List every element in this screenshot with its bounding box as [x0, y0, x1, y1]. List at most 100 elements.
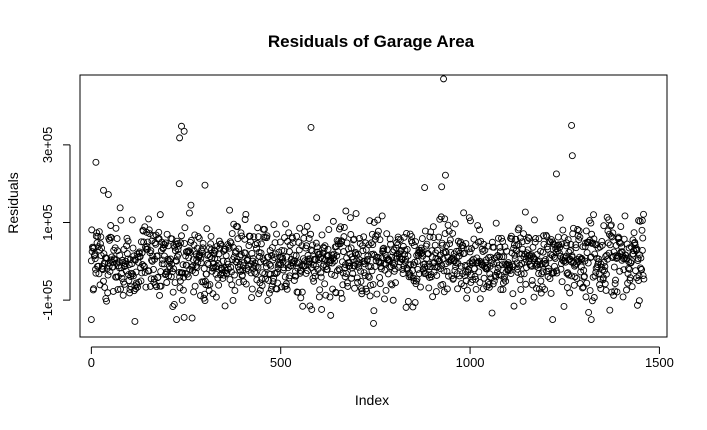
data-point [257, 240, 265, 248]
data-point [483, 283, 491, 290]
data-point [466, 259, 474, 267]
data-point [231, 287, 239, 294]
data-point [378, 212, 386, 220]
data-point [356, 256, 364, 264]
data-point [145, 215, 153, 223]
data-point [117, 216, 125, 224]
data-point [148, 257, 156, 265]
data-point [541, 256, 549, 264]
data-point [305, 235, 313, 242]
data-point [610, 263, 618, 271]
data-point [248, 250, 256, 257]
data-point [583, 279, 591, 287]
data-point [285, 229, 293, 237]
data-point [621, 212, 629, 220]
data-point [109, 287, 117, 295]
data-point [607, 221, 615, 229]
data-point [178, 232, 185, 240]
data-point [563, 239, 571, 247]
data-point [307, 246, 315, 254]
data-point [126, 256, 134, 264]
data-point [465, 214, 473, 222]
data-point [634, 255, 642, 263]
data-point [624, 264, 632, 272]
data-point [255, 290, 263, 298]
data-point [526, 254, 534, 262]
data-point [498, 261, 506, 269]
data-point [446, 236, 454, 244]
data-point [299, 302, 307, 310]
data-point [534, 260, 541, 268]
data-point [221, 302, 229, 310]
data-point [248, 285, 256, 293]
data-point [185, 247, 193, 255]
data-point [185, 209, 193, 217]
data-point [143, 243, 151, 251]
data-point [363, 287, 371, 295]
data-point [498, 234, 505, 242]
data-point [488, 238, 496, 246]
data-point [476, 226, 483, 234]
data-point [97, 233, 105, 241]
data-point [95, 270, 103, 278]
outlier-point [638, 217, 646, 225]
data-point [212, 270, 220, 278]
data-point [608, 288, 616, 296]
data-point [333, 252, 341, 260]
data-point [630, 229, 638, 237]
data-point [492, 219, 500, 227]
data-point [298, 261, 305, 269]
data-point [373, 290, 381, 298]
data-point [412, 280, 420, 288]
data-point [395, 263, 403, 271]
data-point [169, 288, 177, 296]
data-point [138, 249, 146, 257]
data-point [417, 283, 424, 291]
data-point [510, 302, 518, 310]
data-point [245, 242, 253, 250]
data-point [301, 228, 309, 236]
data-point [465, 245, 473, 253]
data-point [499, 286, 507, 293]
data-point [393, 250, 401, 258]
data-point [282, 220, 290, 228]
data-point [470, 235, 478, 243]
data-point [285, 248, 293, 256]
data-point [207, 232, 215, 240]
data-point [312, 239, 320, 247]
data-point [567, 240, 575, 248]
data-point [535, 270, 543, 278]
data-point [575, 227, 583, 235]
data-point [195, 252, 203, 260]
data-point [267, 262, 275, 270]
data-point [427, 228, 435, 236]
data-point [388, 281, 396, 289]
data-point [453, 270, 461, 278]
data-point [256, 286, 264, 294]
data-point [579, 283, 587, 291]
data-point [98, 265, 106, 273]
data-point [588, 297, 596, 305]
data-point [554, 233, 562, 241]
data-point [559, 226, 567, 234]
data-point [252, 270, 260, 278]
data-point [123, 242, 131, 250]
data-point [317, 273, 325, 281]
data-point [486, 262, 494, 270]
data-point [619, 293, 627, 301]
data-point [479, 248, 487, 255]
data-point [374, 253, 382, 261]
data-point [137, 238, 145, 246]
data-point [193, 244, 201, 252]
data-point [236, 261, 244, 268]
data-point [501, 273, 508, 281]
data-point [351, 284, 359, 292]
data-point [274, 279, 282, 287]
data-point [349, 270, 357, 278]
data-point [316, 286, 324, 294]
data-point [339, 281, 347, 289]
data-point [177, 239, 185, 247]
data-point [576, 233, 584, 241]
data-point [139, 261, 146, 269]
data-point [281, 273, 289, 281]
